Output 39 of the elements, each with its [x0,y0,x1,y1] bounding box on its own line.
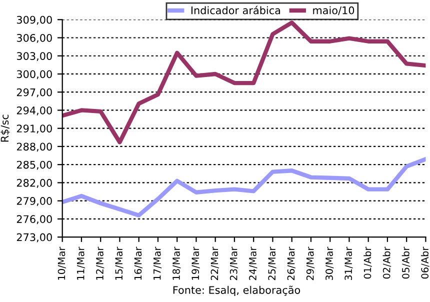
source-note: Fonte: Esalq, elaboração [173,286,300,296]
x-tick-label: 24/Mar [249,246,258,280]
y-tick-label: 282,00 [16,178,52,188]
x-tick-label: 16/Mar [134,246,142,280]
x-tick-label: 25/Mar [268,246,276,280]
line-series [62,20,426,144]
x-tick-label: 11/Mar [77,246,86,280]
x-tick-label: 02/Abr [382,246,392,279]
y-tick-label: 291,00 [16,124,52,134]
x-tick-label: 19/Mar [192,246,200,280]
y-tick-label: 273,00 [16,233,52,242]
x-tick-label: 22/Mar [210,246,219,280]
y-tick-label: 285,00 [16,160,52,170]
legend-label: maio/10 [313,6,354,16]
y-tick-label: 297,00 [16,88,52,98]
x-tick-label: 23/Mar [230,246,238,280]
y-tick-label: 279,00 [16,197,52,206]
x-tick-label: 26/Mar [287,246,296,280]
y-tick-label: 303,00 [16,52,52,62]
x-tick-label: 15/Mar [115,246,124,280]
x-tick-label: 06/Abr [420,246,430,279]
x-tick-label: 05/Abr [402,246,410,279]
x-tick-label: 10/Mar [58,246,66,280]
x-tick-label: 18/Mar [172,246,181,280]
y-tick-label: 288,00 [16,142,52,152]
line-series [62,157,426,218]
y-tick-label: 309,00 [16,16,52,25]
y-tick-label: 300,00 [16,70,52,80]
x-tick-label: 12/Mar [96,246,104,280]
x-tick-label: 17/Mar [154,246,162,280]
y-tick-label: 294,00 [16,106,52,116]
x-tick-label: 31/Mar [344,246,353,280]
x-tick-label: 29/Mar [306,246,315,280]
y-tick-label: 276,00 [16,215,52,224]
legend-label: Indicador arábica [191,6,280,14]
y-axis-title: R$/sc [0,114,10,142]
y-tick-label: 306,00 [16,34,52,43]
x-tick-label: 01/Abr [364,246,372,279]
x-tick-label: 30/Mar [326,246,334,280]
